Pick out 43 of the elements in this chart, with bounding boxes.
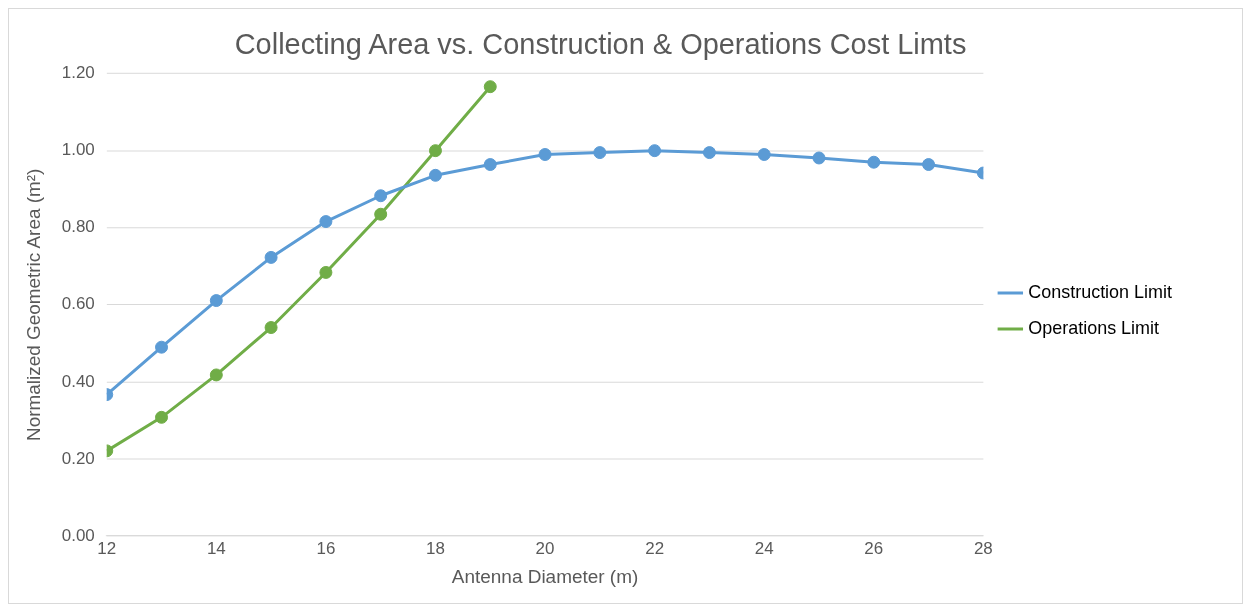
y-tick-label: 0.00: [61, 525, 95, 545]
point: [264, 250, 278, 264]
point: [264, 321, 278, 335]
x-tick-label: 20: [535, 538, 555, 558]
point: [374, 189, 388, 203]
point: [812, 151, 826, 165]
point: [922, 158, 936, 172]
x-tick-label: 12: [97, 538, 117, 558]
x-axis-title: Antenna Diameter (m): [451, 565, 639, 587]
x-tick-label: 26: [864, 538, 884, 558]
point: [648, 144, 662, 158]
point: [702, 146, 716, 160]
point: [757, 148, 771, 161]
y-tick-label: 0.20: [61, 448, 95, 468]
legend-label: Construction Limit: [1028, 282, 1172, 302]
chart-title: Collecting Area vs. Construction & Operations Cost Limts: [234, 28, 967, 61]
x-tick-label: 18: [426, 538, 445, 558]
y-tick-label: 0.40: [61, 371, 95, 391]
x-tick-label: 28: [973, 538, 993, 558]
point: [209, 294, 223, 308]
x-tick-label: 14: [206, 538, 226, 558]
x-tick-label: 24: [754, 538, 774, 558]
point: [867, 155, 881, 169]
point: [319, 215, 333, 229]
point: [428, 144, 442, 158]
point: [593, 146, 607, 160]
point: [483, 158, 497, 172]
x-tick-label: 22: [645, 538, 665, 558]
point: [155, 410, 169, 424]
legend-label: Operations Limit: [1028, 317, 1160, 338]
point: [209, 368, 223, 382]
point: [538, 148, 552, 161]
point: [319, 265, 333, 279]
y-tick-label: 0.80: [61, 217, 95, 237]
point: [155, 340, 169, 354]
y-tick-label: 0.60: [61, 294, 95, 314]
point: [428, 168, 442, 182]
y-axis-title: Normalized Geometric Area (m²): [22, 168, 44, 441]
y-tick-label: 1.00: [61, 140, 95, 160]
point: [374, 207, 388, 221]
point: [483, 80, 497, 94]
x-tick-label: 16: [316, 538, 336, 558]
y-tick-label: 1.20: [61, 63, 95, 83]
